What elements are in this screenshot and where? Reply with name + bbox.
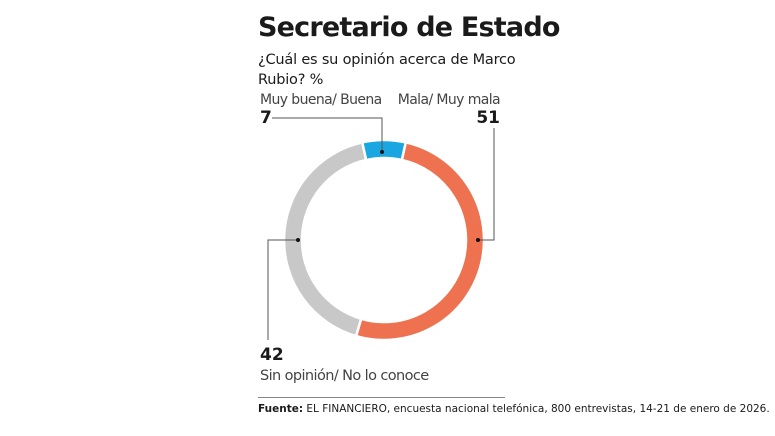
source-label: Fuente: bbox=[258, 403, 304, 415]
source-note: Fuente: EL FINANCIERO, encuesta nacional… bbox=[258, 402, 770, 417]
value-muy-buena: 7 bbox=[260, 108, 272, 128]
leader-muy-buena-dot bbox=[380, 150, 384, 154]
leader-sin-opinion bbox=[267, 239, 298, 340]
leader-mala-dot bbox=[476, 238, 480, 242]
chart-title: Secretario de Estado bbox=[258, 12, 560, 43]
slice-mala bbox=[354, 140, 486, 342]
label-mala: Mala/ Muy mala bbox=[397, 92, 501, 108]
leader-muy-buena bbox=[272, 117, 383, 152]
source-text: EL FINANCIERO, encuesta nacional telefón… bbox=[306, 403, 770, 415]
chart-subtitle: ¿Cuál es su opinión acerca de Marco Rubi… bbox=[258, 52, 516, 88]
slice-muy-buena bbox=[360, 138, 408, 162]
value-mala: 51 bbox=[476, 108, 500, 128]
leader-mala bbox=[478, 128, 495, 241]
label-muy-buena: Muy buena/ Buena bbox=[260, 92, 382, 108]
value-sin-opinion: 42 bbox=[260, 345, 284, 365]
label-sin-opinion: Sin opinión/ No lo conoce bbox=[260, 368, 429, 384]
slice-sin-opinion bbox=[282, 140, 368, 338]
leader-sin-opinion-dot bbox=[296, 238, 300, 242]
source-divider bbox=[258, 397, 505, 398]
